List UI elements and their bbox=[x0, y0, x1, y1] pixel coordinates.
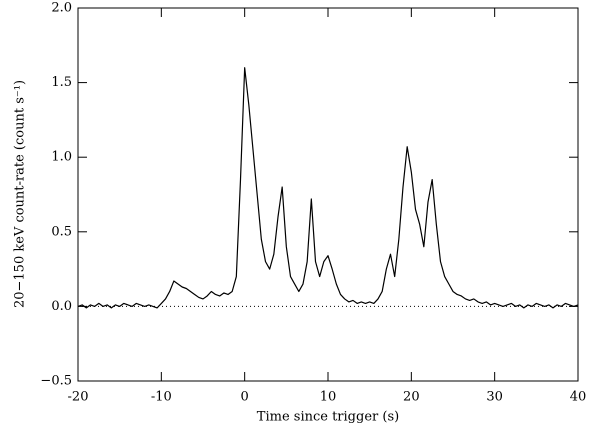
x-tick-label: 20 bbox=[403, 390, 420, 405]
x-tick-label: 0 bbox=[241, 390, 249, 405]
plot-frame bbox=[77, 7, 579, 382]
y-tick-label: 1.0 bbox=[51, 150, 72, 165]
y-tick-label: 0.0 bbox=[51, 299, 72, 314]
x-axis-title: Time since trigger (s) bbox=[257, 410, 399, 425]
x-tick-label: -20 bbox=[68, 390, 89, 405]
light-curve bbox=[77, 67, 579, 309]
x-tick-label: 10 bbox=[320, 390, 337, 405]
y-tick-label: −0.5 bbox=[40, 374, 72, 389]
x-tick-label: -10 bbox=[151, 390, 172, 405]
y-tick-label: 1.5 bbox=[51, 75, 72, 90]
y-tick-label: 0.5 bbox=[51, 224, 72, 239]
y-axis-title: 20−150 keV count-rate (count s⁻¹) bbox=[13, 80, 28, 308]
y-tick-label: 2.0 bbox=[51, 1, 72, 16]
x-tick-label: 30 bbox=[486, 390, 503, 405]
x-tick-label: 40 bbox=[570, 390, 587, 405]
